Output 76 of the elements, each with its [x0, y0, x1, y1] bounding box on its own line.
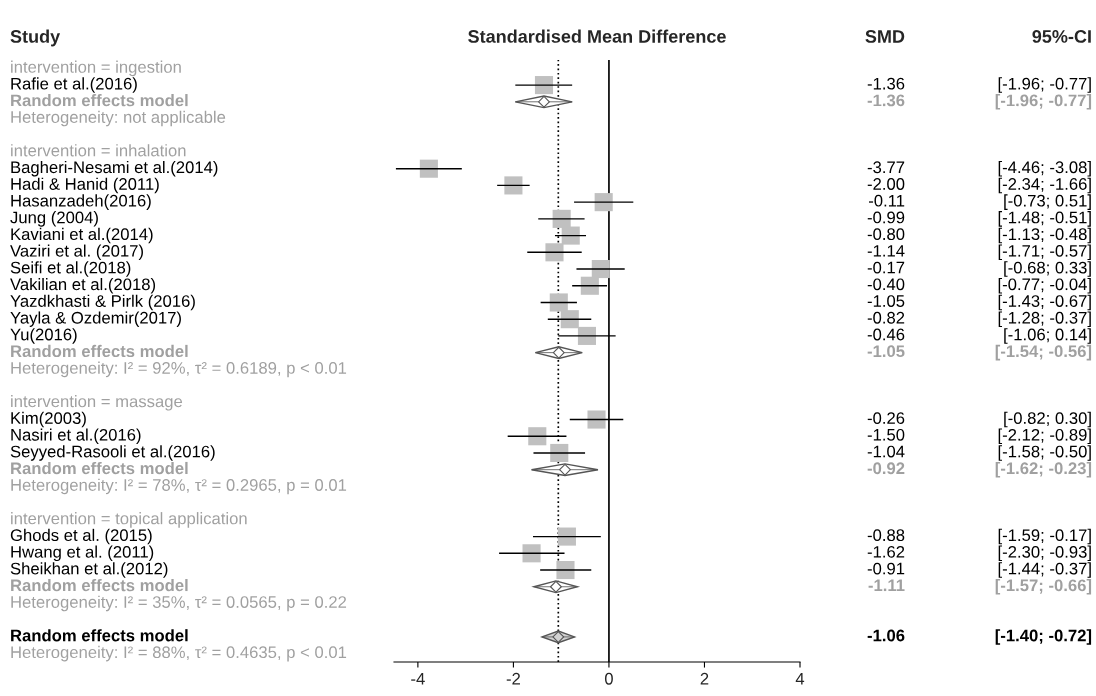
y-tick-label: intervention = massage: [11, 395, 183, 411]
y-tick-label: intervention = ingestion: [11, 60, 181, 77]
text: SMD: [865, 30, 905, 43]
y-tick-label: Kaviani et al.(2014): [11, 227, 153, 244]
y-tick-label: Vaziri et al. (2017): [10, 244, 143, 261]
text: -0.26 [-0.82; 0.30]: [867, 411, 1091, 428]
y-tick-label: Hadi & Hanid (2011): [11, 177, 159, 194]
point: [522, 544, 541, 563]
x-tick-label: -2: [506, 672, 520, 685]
y-tick-label: Ghods et al. (2015): [10, 528, 152, 545]
y-tick-label: Heterogeneity: I² = 92%, τ² = 0.6189, p < 0.01: [11, 361, 347, 378]
x-tick-label: 4: [795, 673, 805, 685]
y-tick-label: Sheikhan et al.(2012): [10, 562, 168, 578]
text: -1.04 [-1.58; -0.50]: [867, 445, 1091, 461]
text: -0.91 [-1.44; -0.37]: [867, 562, 1091, 578]
text: -0.17 [-0.68; 0.33]: [867, 261, 1091, 277]
text: -0.99 [-1.48; -0.51]: [867, 211, 1091, 227]
text: -0.92 [-1.62; -0.23]: [867, 461, 1092, 478]
text: -0.88 [-1.59; -0.17]: [867, 528, 1091, 545]
point: [528, 427, 547, 446]
text: -3.77 [-4.46; -3.08]: [867, 160, 1091, 177]
y-tick-label: Hasanzadeh(2016): [11, 194, 151, 210]
point: [557, 527, 576, 546]
text: -0.80 [-1.13; -0.48]: [867, 227, 1091, 244]
text: -1.50 [-2.12; -0.89]: [867, 428, 1091, 445]
point: [561, 226, 580, 245]
y-tick-label: Heterogeneity: I² = 88%, τ² = 0.4635, p < 0.01: [11, 645, 347, 662]
x-tick-label: 0: [604, 672, 613, 685]
y-tick-label: Rafie et al.(2016): [11, 77, 137, 93]
y-tick-label: Heterogeneity: I² = 35%, τ² = 0.0565, p = 0.22: [11, 595, 347, 612]
text: -0.11 [-0.73; 0.51]: [868, 194, 1091, 210]
y-tick-label: intervention = inhalation: [11, 144, 186, 157]
point: [580, 276, 599, 295]
y-tick-label: Heterogeneity: I² = 78%, τ² = 0.2965, p = 0.01: [11, 478, 347, 495]
y-tick-label: Yu(2016): [10, 328, 77, 344]
y-tick-label: Seyyed-Rasooli et al.(2016): [10, 445, 215, 461]
x-tick-label: 2: [700, 672, 709, 685]
y-tick-label: Random effects model: [11, 344, 188, 358]
y-tick-label: Random effects model: [11, 578, 188, 592]
y-tick-label: Seifi et al.(2018): [10, 261, 131, 277]
text: -1.14 [-1.71; -0.57]: [867, 244, 1091, 261]
text: -1.11 [-1.57; -0.66]: [868, 578, 1092, 595]
text: 95%-CI: [1032, 30, 1091, 43]
y-axis-title: Study: [10, 29, 61, 47]
text: -0.46 [-1.06; 0.14]: [867, 328, 1091, 344]
y-tick-label: Hwang et al. (2011): [11, 545, 154, 562]
point: [587, 410, 606, 429]
x-tick-label: -4: [411, 673, 425, 685]
y-tick-label: Yayla & Ozdemir(2017): [10, 311, 181, 327]
text: -1.05 [-1.54; -0.56]: [867, 344, 1092, 361]
y-tick-label: Random effects model: [11, 461, 188, 475]
text: -1.36 [-1.96; -0.77]: [867, 94, 1092, 110]
point: [504, 176, 523, 195]
point: [560, 310, 579, 329]
text: -1.36 [-1.96; -0.77]: [867, 77, 1091, 93]
text: -0.82 [-1.28; -0.37]: [867, 311, 1091, 327]
text: -1.62 [-2.30; -0.93]: [867, 545, 1091, 562]
y-tick-label: Bagheri-Nesami et al.(2014): [11, 160, 218, 177]
y-tick-label: Random effects model: [11, 629, 188, 642]
y-tick-label: Vakilian et al.(2018): [10, 277, 156, 294]
text: -2.00 [-2.34; -1.66]: [867, 177, 1091, 194]
text: -1.06 [-1.40; -0.72]: [867, 629, 1092, 645]
y-tick-label: Nasiri et al.(2016): [11, 428, 141, 445]
y-tick-label: intervention = topical application: [11, 512, 247, 528]
y-tick-label: Kim(2003): [11, 411, 86, 428]
text: -1.05 [-1.43; -0.67]: [867, 294, 1091, 311]
point: [559, 463, 571, 476]
point: [549, 293, 568, 312]
y-tick-label: Yazdkhasti & Pirlk (2016): [10, 294, 195, 311]
point: [419, 159, 438, 178]
y-tick-label: Heterogeneity: not applicable: [11, 110, 226, 127]
text: -0.40 [-0.77; -0.04]: [867, 277, 1091, 294]
point: [545, 243, 564, 262]
y-tick-label: Random effects model: [11, 94, 188, 107]
y-tick-label: Jung (2004): [10, 211, 98, 227]
chart-title: Standardised Mean Difference: [468, 29, 726, 43]
